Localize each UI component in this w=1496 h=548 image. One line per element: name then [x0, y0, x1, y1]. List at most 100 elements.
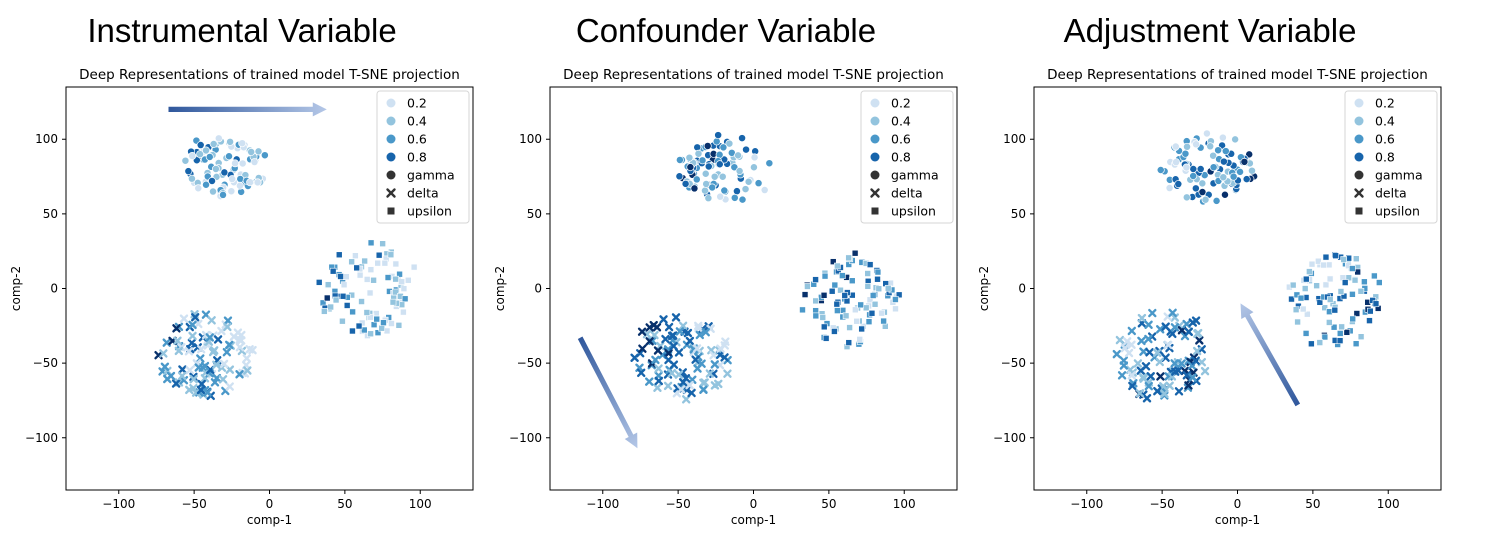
point-upsilon: [1315, 257, 1322, 265]
point-upsilon: [831, 281, 839, 289]
point-upsilon: [1304, 310, 1311, 318]
point-upsilon: [410, 263, 418, 271]
legend-style-label: delta: [1375, 186, 1407, 201]
point-upsilon: [367, 313, 374, 321]
point-upsilon: [339, 292, 347, 300]
point-delta: [229, 332, 239, 341]
point-delta: [1122, 337, 1132, 346]
point-delta: [650, 330, 659, 340]
point-gamma: [698, 156, 707, 165]
legend-box: [376, 90, 470, 224]
point-gamma: [754, 179, 763, 188]
point-delta: [1115, 335, 1125, 345]
point-delta: [210, 378, 220, 387]
point-gamma: [714, 131, 723, 140]
point-upsilon: [1332, 252, 1339, 259]
point-gamma: [693, 143, 702, 152]
legend-hue-label: 0.2: [407, 96, 427, 111]
point-gamma: [710, 172, 719, 181]
y-tick-label: −50: [517, 356, 542, 370]
point-delta: [212, 360, 221, 369]
point-gamma: [715, 150, 724, 159]
point-delta: [217, 326, 226, 336]
point-gamma: [250, 158, 259, 166]
point-gamma: [238, 159, 247, 168]
point-upsilon: [1325, 261, 1333, 269]
point-gamma: [704, 194, 713, 203]
point-delta: [637, 368, 646, 378]
point-gamma: [708, 183, 717, 192]
point-upsilon: [374, 259, 382, 267]
point-delta: [681, 395, 691, 404]
point-gamma: [1212, 196, 1221, 205]
panel-heading: Confounder Variable: [575, 12, 877, 49]
point-delta: [222, 348, 232, 357]
point-upsilon: [348, 258, 355, 266]
point-gamma: [681, 179, 690, 188]
point-delta: [1145, 348, 1154, 357]
point-upsilon: [381, 259, 389, 267]
legend-hue-marker: [1354, 134, 1364, 144]
point-delta: [695, 330, 705, 340]
point-upsilon: [819, 314, 827, 321]
point-delta: [652, 323, 662, 332]
point-gamma: [196, 141, 205, 149]
point-gamma: [738, 134, 747, 143]
point-delta: [1188, 318, 1197, 327]
point-upsilon: [839, 272, 846, 279]
legend-hue-label: 0.6: [1375, 132, 1395, 147]
point-gamma: [704, 162, 713, 171]
point-delta: [723, 369, 732, 378]
point-delta: [635, 349, 645, 358]
legend-hue-marker: [1354, 116, 1364, 126]
point-upsilon: [335, 251, 343, 259]
point-delta: [1144, 320, 1153, 329]
point-delta: [191, 388, 201, 397]
point-upsilon: [1349, 315, 1357, 323]
point-delta: [688, 375, 697, 384]
point-upsilon: [329, 267, 337, 275]
point-gamma: [1219, 173, 1228, 182]
point-delta: [1155, 357, 1164, 367]
point-upsilon: [1326, 275, 1334, 283]
point-gamma: [694, 149, 703, 158]
chart-title: Deep Representations of trained model T-…: [1047, 67, 1428, 83]
point-gamma: [742, 145, 751, 154]
x-axis-label: comp-1: [731, 513, 776, 527]
point-gamma: [741, 185, 750, 194]
point-upsilon: [343, 273, 350, 281]
chart-title: Deep Representations of trained model T-…: [79, 67, 460, 83]
y-tick-label: −50: [33, 356, 58, 370]
point-gamma: [760, 186, 769, 194]
point-upsilon: [352, 252, 359, 259]
point-delta: [1193, 329, 1202, 338]
legend-hue-label: 0.2: [1375, 96, 1395, 111]
point-gamma: [1198, 179, 1207, 188]
point-delta: [638, 344, 647, 353]
panel-adjustment: Adjustment Variable Deep Representations…: [968, 0, 1452, 548]
point-delta: [1182, 319, 1191, 329]
point-delta: [225, 382, 234, 391]
point-upsilon: [828, 287, 836, 295]
legend-style-label: delta: [891, 186, 923, 201]
point-delta: [645, 377, 654, 386]
point-upsilon: [853, 317, 861, 325]
point-delta: [1156, 372, 1165, 381]
point-upsilon: [1352, 255, 1360, 263]
point-gamma: [702, 180, 711, 188]
point-upsilon: [812, 312, 820, 320]
point-delta: [196, 344, 206, 354]
point-upsilon: [851, 249, 859, 257]
point-gamma: [675, 172, 684, 181]
panel-confounder: Confounder Variable Deep Representations…: [484, 0, 968, 548]
point-delta: [692, 344, 702, 353]
point-delta: [645, 337, 654, 346]
x-axis-label: comp-1: [247, 513, 292, 527]
point-upsilon: [871, 300, 879, 308]
x-tick-label: 50: [821, 497, 836, 511]
legend-gamma-marker: [1354, 170, 1364, 180]
point-delta: [1200, 366, 1210, 376]
point-delta: [199, 390, 208, 399]
point-upsilon: [367, 239, 375, 247]
legend-hue-marker: [386, 152, 396, 162]
